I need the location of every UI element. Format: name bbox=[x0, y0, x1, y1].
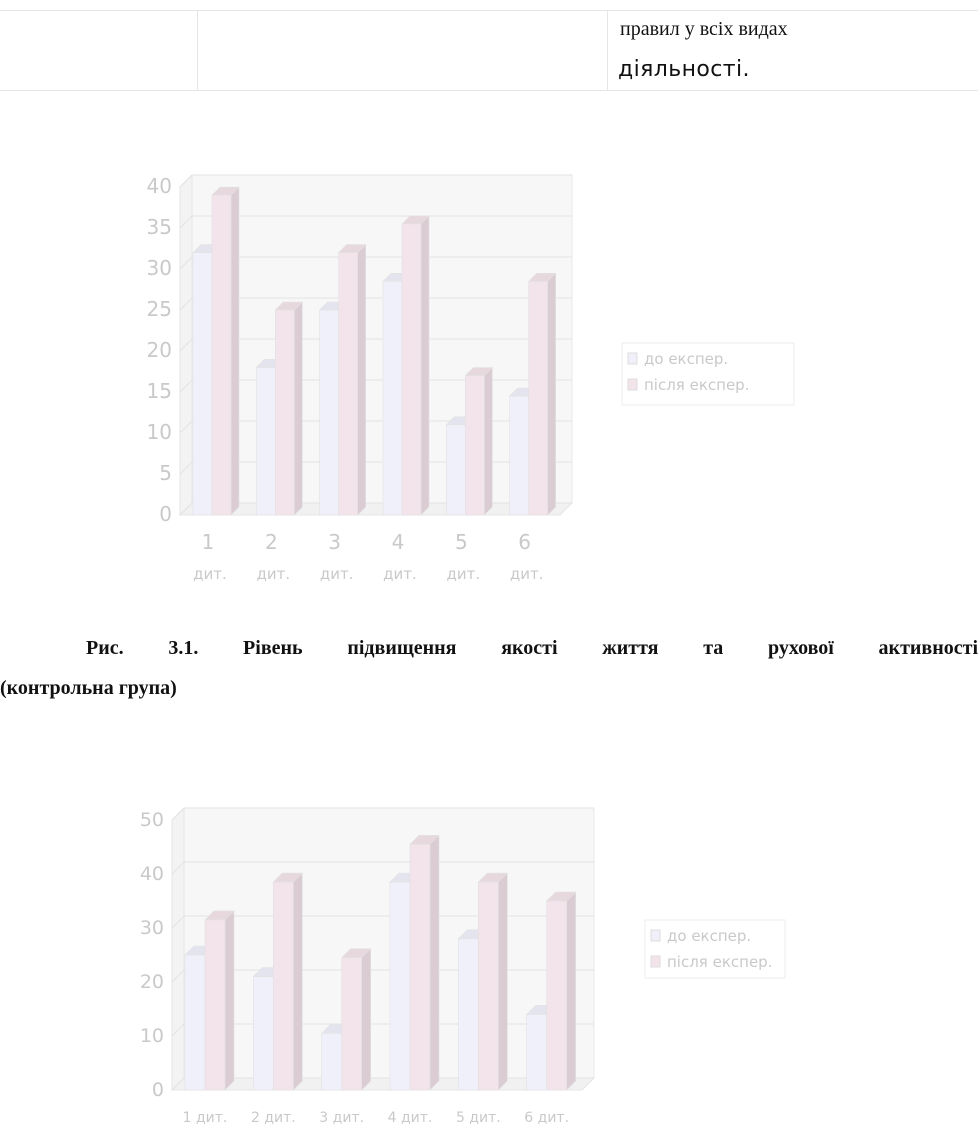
bar-after-1 bbox=[204, 910, 235, 1091]
y-tick-label: 20 bbox=[147, 338, 172, 362]
gridline bbox=[179, 502, 193, 516]
y-tick-label: 50 bbox=[140, 809, 164, 831]
bar-after-4 bbox=[409, 834, 440, 1091]
x-tick-label: 1 bbox=[202, 530, 215, 554]
x-tick-label: дит. bbox=[320, 565, 354, 583]
bar-after-1 bbox=[211, 186, 240, 516]
x-tick-label: 1 дит. bbox=[183, 1110, 228, 1126]
table-cell-text-line2: діяльності. bbox=[618, 57, 750, 82]
chart-back-wall bbox=[183, 807, 595, 1079]
y-tick-label: 40 bbox=[147, 174, 172, 198]
table-column-separator bbox=[607, 10, 608, 90]
bar-after-3 bbox=[337, 243, 367, 516]
chart-side-wall bbox=[171, 806, 185, 1092]
legend-label: після експер. bbox=[667, 953, 772, 971]
x-tick-label: 5 bbox=[455, 530, 468, 554]
gridline bbox=[179, 420, 193, 434]
x-tick-label: 6 дит. bbox=[524, 1110, 569, 1126]
y-tick-label: 30 bbox=[140, 917, 164, 939]
gridline bbox=[171, 969, 185, 983]
x-tick-label: дит. bbox=[257, 565, 291, 583]
gridline bbox=[171, 807, 185, 821]
legend-label: до експер. bbox=[644, 350, 728, 368]
legend-swatch bbox=[650, 929, 661, 942]
legend-box bbox=[621, 342, 795, 406]
x-tick-label: 2 дит. bbox=[251, 1110, 296, 1126]
legend-label: після експер. bbox=[644, 376, 749, 394]
bar-after-2 bbox=[272, 872, 304, 1091]
chart-legend: до експер. після експер. bbox=[644, 919, 786, 979]
gridline bbox=[171, 1077, 185, 1091]
y-tick-label: 40 bbox=[140, 863, 164, 885]
legend-swatch bbox=[650, 955, 661, 968]
bar-after-5 bbox=[477, 872, 509, 1091]
gridline bbox=[171, 1023, 185, 1037]
table-column-separator bbox=[197, 10, 198, 90]
gridline bbox=[179, 215, 193, 229]
x-tick-label: 5 дит. bbox=[456, 1110, 501, 1126]
gridline bbox=[179, 174, 193, 188]
gridline bbox=[179, 256, 193, 270]
bar-after-2 bbox=[274, 301, 304, 516]
gridline bbox=[179, 297, 193, 311]
bar-after-4 bbox=[401, 215, 430, 516]
figure1-chart-svg: 0 5 10 15 20 25 30 35 40 1 дит. 2 дит. 3 дит. 4 дит. 5 дит… bbox=[147, 173, 795, 583]
y-tick-label: 10 bbox=[147, 420, 172, 444]
x-tick-label: 4 дит. bbox=[388, 1110, 433, 1126]
y-tick-label: 0 bbox=[152, 1079, 164, 1101]
legend-label: до експер. bbox=[667, 927, 751, 945]
table-top-border bbox=[0, 10, 978, 11]
y-tick-label: 5 bbox=[159, 461, 172, 485]
x-tick-label: дит. bbox=[447, 565, 481, 583]
x-tick-label: 2 bbox=[265, 530, 278, 554]
y-tick-label: 15 bbox=[147, 379, 172, 403]
y-tick-label: 20 bbox=[140, 971, 164, 993]
gridline bbox=[179, 461, 193, 475]
legend-swatch bbox=[627, 378, 638, 391]
figure1-caption-line2: (контрольна група) bbox=[0, 677, 177, 699]
y-tick-label: 0 bbox=[159, 502, 172, 526]
gridline bbox=[179, 338, 193, 352]
figure1-chart: 0 5 10 15 20 25 30 35 40 1 дит. 2 дит. 3 дит. 4 дит. 5 дит… bbox=[0, 160, 978, 590]
y-tick-label: 10 bbox=[140, 1025, 164, 1047]
x-tick-label: дит. bbox=[383, 565, 417, 583]
x-tick-label: 4 bbox=[392, 530, 405, 554]
table-bottom-border bbox=[0, 90, 978, 91]
table-fragment: правил у всіх видах діяльності. bbox=[0, 0, 978, 91]
figure1-caption-line1: Рис. 3.1. Рівень підвищення якості життя… bbox=[86, 637, 978, 659]
x-tick-label: дит. bbox=[510, 565, 544, 583]
gridline bbox=[179, 379, 193, 393]
legend-box bbox=[644, 919, 786, 979]
gridline bbox=[171, 915, 185, 929]
x-tick-label: 3 bbox=[328, 530, 341, 554]
x-tick-label: 6 bbox=[518, 530, 531, 554]
bar-after-5 bbox=[464, 366, 494, 516]
table-cell-text-line1: правил у всіх видах bbox=[620, 18, 788, 40]
x-tick-label: 3 дит. bbox=[319, 1110, 364, 1126]
bar-after-6 bbox=[545, 891, 577, 1091]
bar-after-6 bbox=[527, 272, 557, 516]
legend-swatch bbox=[627, 352, 638, 365]
y-tick-label: 30 bbox=[147, 256, 172, 280]
bar-after-3 bbox=[340, 947, 372, 1091]
figure1-caption: Рис. 3.1. Рівень підвищення якості життя… bbox=[0, 628, 978, 708]
figure2-chart-svg: 0 10 20 30 40 50 1 дит. 2 дит. 3 дит. 4 дит. 5 дит… bbox=[140, 806, 786, 1126]
y-tick-label: 25 bbox=[147, 297, 172, 321]
y-tick-label: 35 bbox=[147, 215, 172, 239]
figure2-chart: 0 10 20 30 40 50 1 дит. 2 дит. 3 дит. 4 дит. 5 дит… bbox=[0, 790, 978, 1129]
gridline bbox=[171, 861, 185, 875]
x-tick-label: дит. bbox=[193, 565, 227, 583]
chart-legend: до експер. після експер. bbox=[621, 342, 795, 406]
